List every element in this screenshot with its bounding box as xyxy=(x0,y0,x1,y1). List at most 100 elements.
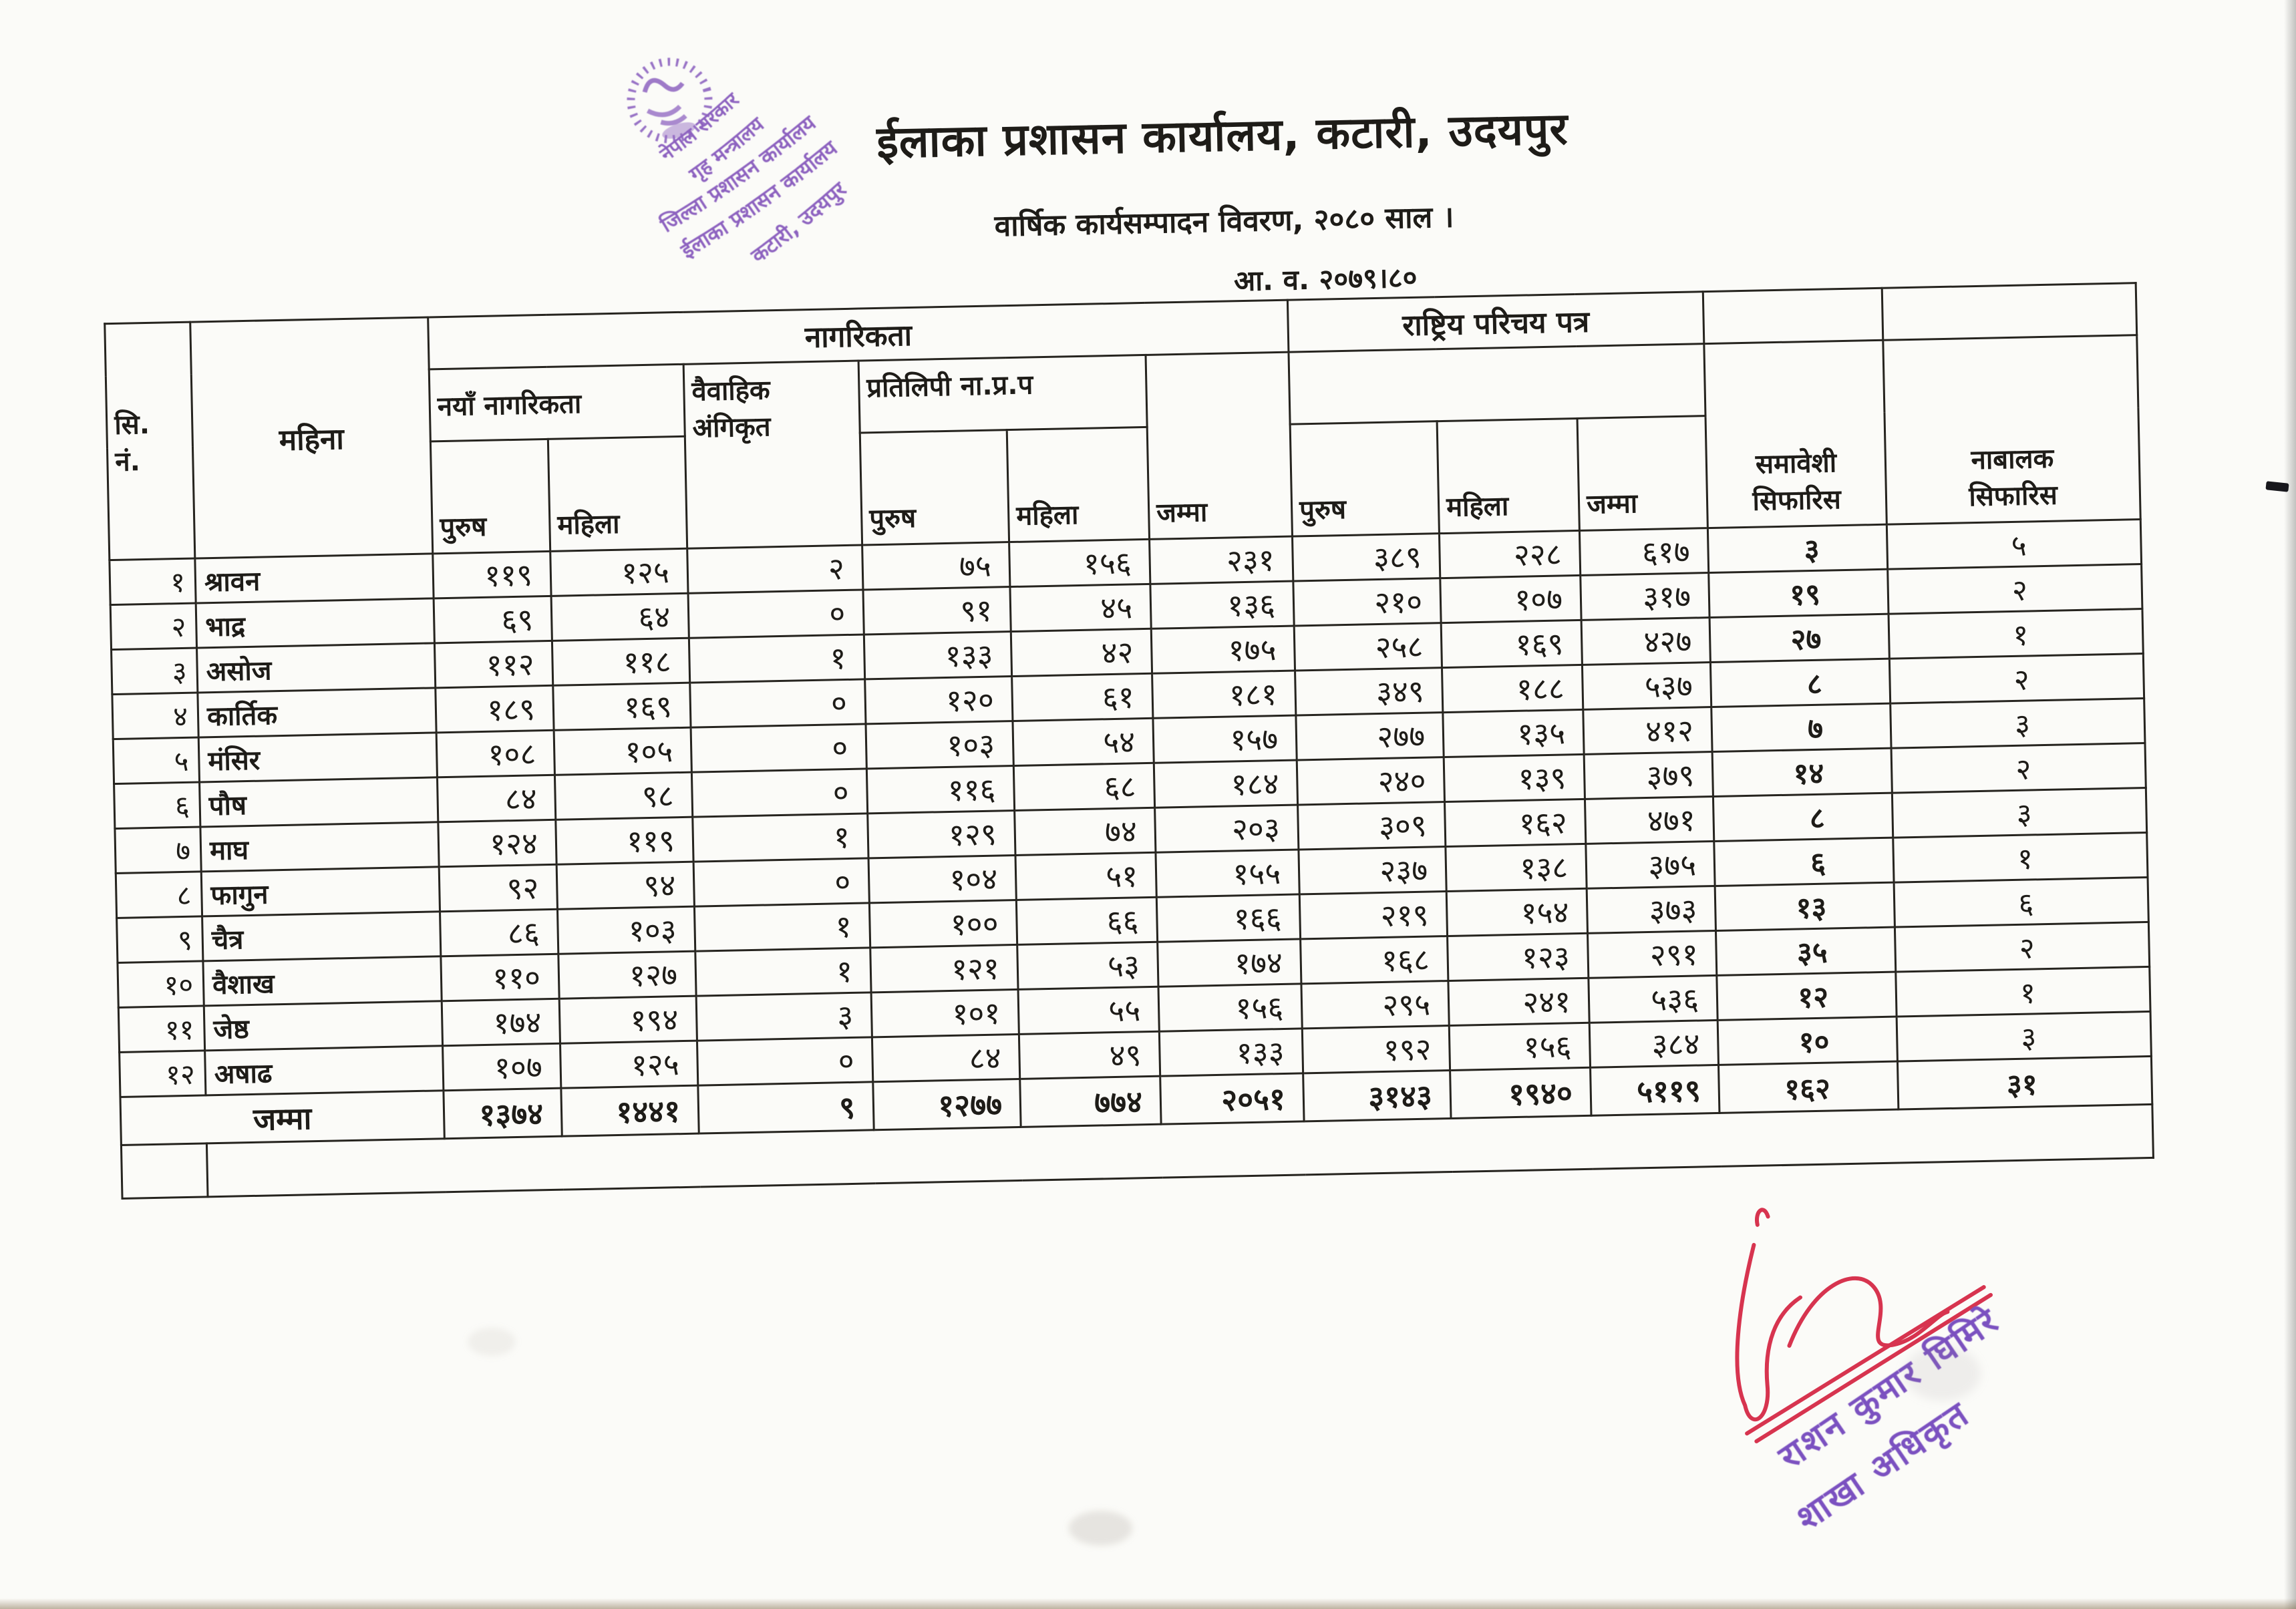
value-cell: १३५ xyxy=(1442,709,1585,757)
month-cell: फागुन xyxy=(201,866,440,916)
value-cell: ५ xyxy=(1887,519,2142,570)
value-cell: ६ xyxy=(1713,838,1895,886)
value-cell: १ xyxy=(692,813,869,862)
stub-cell xyxy=(121,1143,208,1199)
serial-number-cell: ५ xyxy=(113,737,200,784)
value-cell: २७ xyxy=(1709,614,1890,663)
serial-number-cell: ४ xyxy=(112,693,199,739)
value-cell: १६६ xyxy=(1156,894,1301,942)
value-cell: ५१ xyxy=(1015,852,1157,900)
header-nid-total: जम्मा xyxy=(1577,415,1708,531)
value-cell: २१० xyxy=(1293,578,1442,627)
value-cell: ३ xyxy=(1890,698,2146,749)
value-cell: १६९ xyxy=(1441,620,1583,668)
value-cell: ४१२ xyxy=(1583,707,1713,755)
header-marital-naturalized: वैवाहिक अंगिकृत xyxy=(683,361,862,549)
scan-edge-bottom xyxy=(0,1598,2296,1609)
value-cell: १५६ xyxy=(1158,983,1303,1032)
value-cell: ० xyxy=(691,768,868,818)
value-cell: २४१ xyxy=(1448,978,1590,1026)
month-cell: पौष xyxy=(199,777,438,827)
value-cell: १८९ xyxy=(435,685,554,733)
value-cell: १ xyxy=(694,902,870,952)
value-cell: ५३६ xyxy=(1588,975,1718,1023)
value-cell: १०७ xyxy=(1440,575,1582,623)
total-value-cell: ३१ xyxy=(1897,1056,2152,1110)
value-cell: ३८९ xyxy=(1292,533,1440,582)
month-cell: वैशाख xyxy=(202,956,442,1006)
value-cell: १६९ xyxy=(552,683,691,731)
value-cell: ६ xyxy=(1894,877,2149,928)
value-cell: १०० xyxy=(869,900,1017,948)
value-cell: १ xyxy=(1895,966,2151,1017)
value-cell: १२४ xyxy=(438,820,557,867)
value-cell: ६९ xyxy=(434,596,552,643)
header-citizenship-total: जम्मा xyxy=(1146,352,1293,540)
serial-number-cell: १० xyxy=(117,960,204,1008)
value-cell: १७४ xyxy=(1157,938,1302,987)
month-cell: माघ xyxy=(200,822,440,872)
value-cell: ७४ xyxy=(1014,808,1156,856)
value-cell: ९१ xyxy=(862,586,1011,635)
value-cell: १९४ xyxy=(559,996,697,1044)
value-cell: ० xyxy=(697,1037,873,1086)
total-value-cell: २०५१ xyxy=(1160,1073,1305,1125)
value-cell: ३७९ xyxy=(1584,751,1713,799)
value-cell: ६६ xyxy=(1016,897,1158,945)
header-new-female: महिला xyxy=(548,436,687,552)
value-cell: १०१ xyxy=(871,989,1019,1037)
value-cell: ८ xyxy=(1710,659,1891,707)
value-cell: २४० xyxy=(1297,757,1445,805)
value-cell: १५६ xyxy=(1449,1023,1591,1071)
value-cell: १८८ xyxy=(1442,665,1583,713)
total-value-cell: ९ xyxy=(697,1081,874,1134)
value-cell: ११२ xyxy=(434,641,553,688)
value-cell: ३ xyxy=(696,992,872,1041)
value-cell: ९४ xyxy=(556,862,695,910)
value-cell: १८४ xyxy=(1154,760,1298,808)
value-cell: ० xyxy=(689,679,866,728)
value-cell: १०७ xyxy=(442,1043,561,1091)
month-cell: भाद्र xyxy=(196,598,435,649)
value-cell: ४७१ xyxy=(1585,796,1714,844)
value-cell: ३ xyxy=(1892,787,2147,838)
header-new-citizenship: नयाँ नागरिकता xyxy=(429,364,685,441)
value-cell: ६८ xyxy=(1013,763,1155,811)
serial-number-cell: ७ xyxy=(114,826,202,874)
value-cell: ३०९ xyxy=(1297,801,1446,850)
value-cell: २९१ xyxy=(1587,930,1717,978)
total-label-cell: जम्मा xyxy=(120,1090,445,1145)
value-cell: ३७३ xyxy=(1587,886,1716,934)
value-cell: ३ xyxy=(1897,1011,2152,1062)
signature-scribble-icon xyxy=(1735,1208,1993,1443)
header-minor-spacer xyxy=(1882,283,2137,341)
value-cell: १ xyxy=(1893,832,2148,883)
scan-smudge xyxy=(1069,1511,1132,1546)
value-cell: २२८ xyxy=(1439,530,1581,578)
value-cell: ६१७ xyxy=(1579,528,1709,576)
value-cell: ७ xyxy=(1711,703,1892,752)
value-cell: ३१७ xyxy=(1580,572,1710,620)
value-cell: २०३ xyxy=(1154,804,1299,853)
value-cell: ५३७ xyxy=(1582,662,1711,710)
value-cell: १२९ xyxy=(867,810,1015,858)
value-cell: १९२ xyxy=(1302,1025,1450,1073)
value-cell: ९२ xyxy=(439,864,558,912)
month-cell: जेष्ठ xyxy=(204,1001,443,1051)
value-cell: १८१ xyxy=(1152,671,1296,719)
value-cell: १५५ xyxy=(1155,849,1300,898)
header-minor-recommendation: नाबालक सिफारिस xyxy=(1882,335,2141,525)
value-cell: ७५ xyxy=(862,542,1010,590)
value-cell: ० xyxy=(691,723,867,773)
value-cell: १० xyxy=(1717,1017,1898,1065)
office-round-stamp-icon: नेपाल सरकार गृह मन्त्रालय जिल्ला प्रशासन… xyxy=(627,57,864,271)
value-cell: १ xyxy=(695,947,872,997)
value-cell: १२ xyxy=(1716,972,1897,1021)
value-cell: ४२७ xyxy=(1581,617,1711,665)
value-cell: ० xyxy=(688,589,864,639)
value-cell: ६१ xyxy=(1011,673,1153,721)
total-value-cell: ३१४३ xyxy=(1303,1070,1452,1121)
scan-smudge xyxy=(468,1328,516,1356)
month-cell: असोज xyxy=(196,643,436,693)
